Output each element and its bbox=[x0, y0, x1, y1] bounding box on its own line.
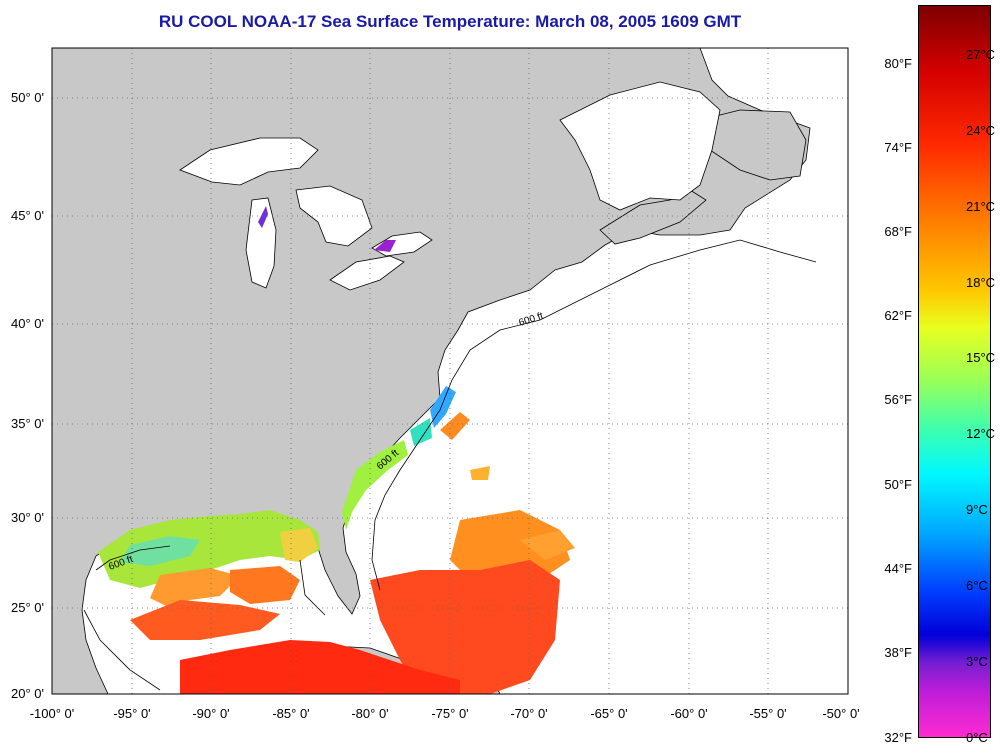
lake-erie bbox=[329, 255, 405, 291]
colorbar-c-12: 12°C bbox=[966, 426, 996, 441]
lake-huron bbox=[295, 185, 373, 247]
temperature-colorbar bbox=[918, 5, 991, 738]
colorbar-f-56: 56°F bbox=[884, 392, 912, 407]
lake-superior bbox=[179, 137, 319, 186]
map-frame bbox=[51, 47, 849, 695]
gulf-st-lawrence bbox=[559, 81, 721, 211]
map-title: RU COOL NOAA-17 Sea Surface Temperature:… bbox=[158, 12, 742, 31]
lon-label-55: -55° 0' bbox=[749, 706, 787, 721]
lon-label-85: -85° 0' bbox=[272, 706, 310, 721]
lon-label-50: -50° 0' bbox=[822, 706, 860, 721]
sst-data-layer bbox=[98, 386, 575, 694]
lon-label-95: -95° 0' bbox=[113, 706, 151, 721]
colorbar-f-80: 80°F bbox=[884, 56, 912, 71]
lon-label-65: -65° 0' bbox=[590, 706, 628, 721]
colorbar-c-6: 6°C bbox=[966, 578, 988, 593]
lon-label-70: -70° 0' bbox=[510, 706, 548, 721]
colorbar-f-32: 32°F bbox=[884, 730, 912, 745]
lake-michigan-sst bbox=[258, 206, 268, 228]
lat-label-20: 20° 0' bbox=[11, 686, 44, 701]
colorbar-c-27: 27°C bbox=[966, 47, 996, 62]
colorbar-f-62: 62°F bbox=[884, 308, 912, 323]
colorbar-f-68: 68°F bbox=[884, 224, 912, 239]
lat-label-40: 40° 0' bbox=[11, 316, 44, 331]
lake-michigan bbox=[245, 197, 277, 289]
colorbar-c-24: 24°C bbox=[966, 123, 996, 138]
colorbar-f-38: 38°F bbox=[884, 645, 912, 660]
colorbar-f-74: 74°F bbox=[884, 140, 912, 155]
lon-label-90: -90° 0' bbox=[192, 706, 230, 721]
colorbar-c-21: 21°C bbox=[966, 199, 996, 214]
lon-label-60: -60° 0' bbox=[670, 706, 708, 721]
colorbar-f-44: 44°F bbox=[884, 561, 912, 576]
lat-label-30: 30° 0' bbox=[11, 510, 44, 525]
colorbar-c-15: 15°C bbox=[966, 350, 996, 365]
lat-label-45: 45° 0' bbox=[11, 208, 44, 223]
lat-label-25: 25° 0' bbox=[11, 600, 44, 615]
land-nova-scotia bbox=[599, 189, 707, 245]
land-newfoundland bbox=[699, 109, 807, 181]
lake-erie-sst bbox=[374, 240, 396, 252]
colorbar-c-3: 3°C bbox=[966, 654, 988, 669]
lon-label-80: -80° 0' bbox=[351, 706, 389, 721]
lat-label-35: 35° 0' bbox=[11, 416, 44, 431]
isobath-600ft bbox=[83, 239, 817, 691]
colorbar-c-0: 0°C bbox=[966, 730, 988, 745]
colorbar-c-18: 18°C bbox=[966, 275, 996, 290]
lon-label-75: -75° 0' bbox=[431, 706, 469, 721]
colorbar-c-9: 9°C bbox=[966, 502, 988, 517]
lon-label-100: -100° 0' bbox=[29, 706, 75, 721]
lat-label-50: 50° 0' bbox=[11, 90, 44, 105]
colorbar-f-50: 50°F bbox=[884, 477, 912, 492]
